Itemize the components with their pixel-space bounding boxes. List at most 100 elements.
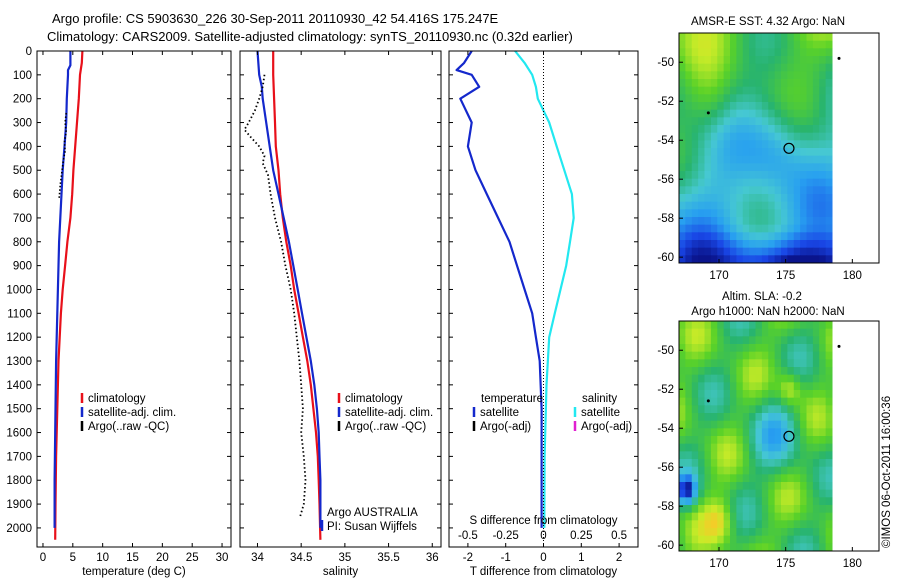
- sst-map-cell: [698, 217, 706, 226]
- sla-map-cell: [768, 489, 776, 498]
- sst-map-cell: [793, 155, 801, 164]
- depth-tick-label: 200: [13, 94, 32, 106]
- sst-map-cell: [736, 201, 744, 210]
- sla-map-cell: [761, 505, 769, 514]
- sla-map-cell: [742, 382, 750, 391]
- sla-map-cell: [736, 528, 744, 537]
- sla-map-cell: [685, 451, 693, 460]
- sla-map-cell: [806, 367, 814, 376]
- sst-map-cell: [825, 209, 833, 218]
- sst-map-cell: [723, 201, 731, 210]
- sst-map-cell: [717, 140, 725, 149]
- sla-map-cell: [800, 459, 808, 468]
- sla-map-cell: [710, 474, 718, 483]
- sst-map-cell: [800, 33, 808, 42]
- sla-map-cell: [698, 344, 706, 353]
- sla-map-cell: [742, 466, 750, 475]
- sla-map-cell: [819, 497, 827, 506]
- sla-map-cell: [698, 535, 706, 544]
- sla-map-cell: [806, 474, 814, 483]
- sst-map-cell: [730, 140, 737, 149]
- sla-map-cell: [781, 405, 788, 414]
- sst-map-cell: [704, 194, 712, 203]
- sst-map-cell: [787, 217, 795, 226]
- sst-map-cell: [761, 194, 769, 203]
- sst-map-cell: [730, 56, 737, 65]
- sla-map-cell: [742, 543, 750, 552]
- sst-map-cell: [723, 140, 731, 149]
- sst-map-cell: [781, 86, 788, 95]
- sst-map-cell: [761, 224, 769, 233]
- sst-map-cell: [685, 171, 693, 180]
- sla-map-cell: [755, 374, 763, 383]
- sst-map-cell: [717, 102, 725, 111]
- sla-map-cell: [793, 466, 801, 475]
- sst-map-cell: [781, 79, 788, 88]
- sst-map-cell: [679, 33, 686, 42]
- sla-map-cell: [774, 374, 782, 383]
- sst-map-cell: [806, 194, 814, 203]
- sla-map-cell: [793, 535, 801, 544]
- sst-map-cell: [749, 232, 757, 241]
- sst-map-cell: [755, 79, 763, 88]
- sst-map-cell: [749, 109, 757, 118]
- sla-map-cell: [691, 535, 699, 544]
- sla-map-cell: [749, 497, 757, 506]
- sst-map-cell: [825, 163, 833, 172]
- sst-map-cell: [679, 79, 686, 88]
- sla-map-cell: [781, 351, 788, 360]
- sst-map-cell: [736, 232, 744, 241]
- sla-map-lat-label: -52: [657, 384, 674, 396]
- depth-tick-label: 100: [13, 70, 32, 82]
- sst-map-cell: [819, 140, 827, 149]
- sst-map-cell: [730, 232, 737, 241]
- sla-map-cell: [800, 328, 808, 337]
- depth-tick-label: 1400: [6, 380, 32, 392]
- sst-map-cell: [742, 201, 750, 210]
- sla-map-cell: [774, 390, 782, 399]
- sst-map-cell: [819, 71, 827, 80]
- sst-map-cell: [723, 86, 731, 95]
- sst-map-cell: [806, 155, 814, 164]
- sst-map-cell: [704, 178, 712, 187]
- sst-map-cell: [793, 117, 801, 126]
- sla-map-cell: [793, 451, 801, 460]
- sla-map-cell: [781, 374, 788, 383]
- sla-map-cell: [793, 405, 801, 414]
- sst-map-cell: [691, 217, 699, 226]
- sst-map-cell: [730, 79, 737, 88]
- sla-map-cell: [704, 344, 712, 353]
- sst-map-cell: [806, 71, 814, 80]
- sst-map-cell: [825, 86, 833, 95]
- sla-map-cell: [787, 528, 795, 537]
- sla-map-cell: [825, 466, 833, 475]
- sla-map-cell: [781, 528, 788, 537]
- sst-map-cell: [812, 125, 820, 134]
- sla-map-cell: [749, 443, 757, 452]
- sla-map-cell: [787, 336, 795, 345]
- salinity-axis-label: salinity: [323, 566, 358, 578]
- sla-map-cell: [679, 474, 686, 483]
- salinity-difference-tick-label: 0.5: [611, 530, 627, 542]
- sst-map-cell: [825, 155, 833, 164]
- sla-map-cell: [755, 543, 763, 552]
- sst-map-cell: [736, 186, 744, 195]
- sla-map-cell: [704, 436, 712, 445]
- sst-map-cell: [710, 48, 718, 57]
- sla-map-cell: [730, 336, 737, 345]
- sst-map-cell: [774, 63, 782, 72]
- sst-map-cell: [825, 102, 833, 111]
- sst-map-cell: [717, 86, 725, 95]
- sst-map-cell: [723, 48, 731, 57]
- sla-map-cell: [812, 482, 820, 491]
- sla-map-cell: [761, 328, 769, 337]
- sst-map-cell: [781, 194, 788, 203]
- sla-map-cell: [774, 489, 782, 498]
- sla-map-cell: [723, 543, 731, 552]
- sst-map-cell: [787, 132, 795, 141]
- sla-map-cell: [704, 321, 712, 330]
- salinity-satellite-line: [514, 50, 575, 528]
- sla-map-cell: [787, 535, 795, 544]
- sla-map-cell: [800, 474, 808, 483]
- sst-map-cell: [761, 125, 769, 134]
